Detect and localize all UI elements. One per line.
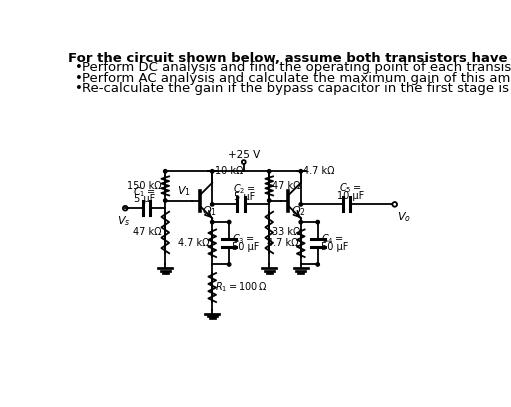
- Text: 4.7 kΩ: 4.7 kΩ: [303, 166, 335, 176]
- Text: $V_s$: $V_s$: [117, 214, 130, 228]
- Text: $C_1 =$: $C_1 =$: [133, 185, 156, 199]
- Text: 50 μF: 50 μF: [232, 242, 260, 252]
- Circle shape: [316, 221, 319, 224]
- Text: •: •: [75, 61, 83, 74]
- Text: $C_4 =$: $C_4 =$: [321, 232, 343, 246]
- Circle shape: [227, 263, 231, 266]
- Circle shape: [299, 203, 303, 206]
- Text: 4.7 kΩ: 4.7 kΩ: [178, 238, 210, 248]
- Text: 5 μF: 5 μF: [134, 195, 155, 204]
- Circle shape: [164, 170, 167, 173]
- Text: 4.7 kΩ: 4.7 kΩ: [267, 238, 298, 248]
- Text: $Q_2$: $Q_2$: [291, 204, 306, 218]
- Circle shape: [316, 263, 319, 266]
- Circle shape: [211, 221, 214, 224]
- Text: $C_3 =$: $C_3 =$: [232, 232, 254, 246]
- Text: 47 kΩ: 47 kΩ: [133, 228, 161, 238]
- Text: 50 μF: 50 μF: [321, 242, 348, 252]
- Text: Perform DC analysis and find the operating point of each transistor: Perform DC analysis and find the operati…: [82, 61, 511, 74]
- Text: +25 V: +25 V: [228, 150, 260, 160]
- Text: For the circuit shown below, assume both transistors have ß=150.: For the circuit shown below, assume both…: [68, 52, 511, 65]
- Text: 150 kΩ: 150 kΩ: [127, 181, 161, 191]
- Text: •: •: [75, 82, 83, 95]
- Circle shape: [268, 199, 271, 202]
- Text: $C_5 =$: $C_5 =$: [339, 182, 362, 195]
- Text: Perform AC analysis and calculate the maximum gain of this amplifier: Perform AC analysis and calculate the ma…: [82, 72, 511, 85]
- Text: $V_1$: $V_1$: [177, 184, 191, 198]
- Text: $V_o$: $V_o$: [397, 210, 411, 224]
- Text: •: •: [75, 72, 83, 85]
- Text: $R_1 = 100\,\Omega$: $R_1 = 100\,\Omega$: [215, 281, 267, 294]
- Circle shape: [299, 221, 303, 224]
- Circle shape: [164, 199, 167, 202]
- Text: $C_2 =$: $C_2 =$: [234, 182, 256, 196]
- Text: 10 kΩ: 10 kΩ: [215, 166, 243, 176]
- Circle shape: [268, 170, 271, 173]
- Text: 33 kΩ: 33 kΩ: [271, 228, 300, 238]
- Text: 47 kΩ: 47 kΩ: [271, 181, 300, 191]
- Circle shape: [299, 170, 303, 173]
- Text: Re-calculate the gain if the bypass capacitor in the first stage is removed.: Re-calculate the gain if the bypass capa…: [82, 82, 511, 95]
- Circle shape: [211, 170, 214, 173]
- Circle shape: [211, 203, 214, 206]
- Text: $Q_1$: $Q_1$: [202, 204, 217, 218]
- Text: 5 μF: 5 μF: [234, 192, 255, 202]
- Circle shape: [227, 221, 231, 224]
- Text: 10 μF: 10 μF: [337, 191, 364, 201]
